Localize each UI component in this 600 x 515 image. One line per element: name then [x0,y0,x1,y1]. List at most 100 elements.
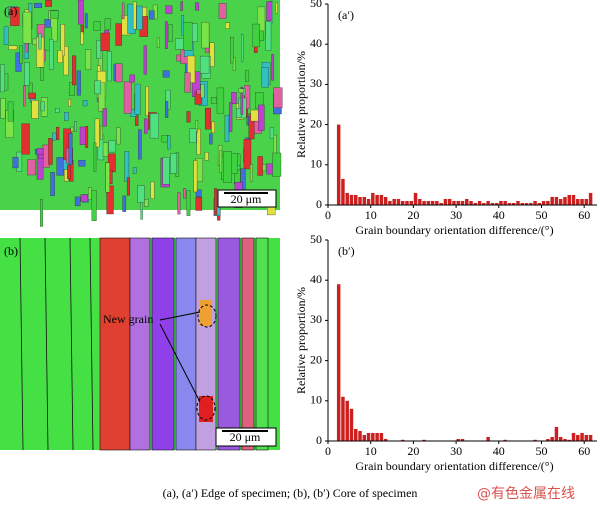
grain-boundary [89,237,94,451]
grain [102,142,109,157]
grain [23,85,26,107]
grain [150,181,155,199]
grain [99,237,131,451]
grain [223,151,232,183]
grain [225,22,230,29]
grain [164,21,168,49]
grain [200,300,212,326]
y-tick-label: 0 [316,197,322,211]
grain [211,121,215,134]
bar [336,124,341,205]
bar [430,200,435,205]
bar [371,192,375,205]
bar [558,198,563,205]
bar [563,196,567,205]
bar [345,192,349,205]
grain [187,55,196,83]
bar [379,432,384,441]
grain [27,159,36,176]
bar [405,200,409,205]
bar [349,194,354,205]
bar [584,198,589,205]
x-tick-label: 0 [325,444,331,458]
bar [460,200,465,205]
bar [375,432,379,441]
bar [396,198,401,205]
arrow [159,323,201,403]
grain [55,108,60,113]
grain [138,129,142,160]
grain [22,11,32,44]
bar [465,198,469,205]
bar [371,432,375,441]
grain [0,64,5,93]
grain [210,97,217,104]
grain [116,127,121,145]
grain [79,126,86,145]
y-tick-label: 20 [310,352,322,366]
grain [193,160,198,193]
y-tick-label: 30 [310,76,322,90]
annotation: New grain [103,312,153,326]
grain-circle [196,395,216,421]
grain [151,237,175,451]
grain [28,92,36,99]
bar [558,436,563,441]
grain [240,86,244,115]
grain [145,86,149,116]
bar [418,198,422,205]
grain [100,32,110,51]
bar [486,200,490,205]
grain [199,55,210,74]
grain [228,102,233,132]
grain [91,190,97,221]
grain [7,101,14,122]
grain [68,133,73,165]
grain [122,195,127,212]
grain [209,42,215,67]
grain [134,83,141,115]
bar [345,400,349,441]
bar [546,200,550,205]
grain [168,24,173,42]
grain [183,188,187,199]
bar [362,434,367,441]
x-tick-label: 10 [365,208,377,222]
x-tick-label: 10 [365,444,377,458]
grain [201,22,210,49]
bar [520,202,525,205]
caption: (a), (a′) Edge of specimen; (b), (b′) Co… [163,486,418,500]
grain [48,138,53,165]
grain [275,2,278,14]
bar [567,194,571,205]
grain [106,185,114,215]
grain [238,88,244,94]
bar [392,198,396,205]
bar [580,198,584,205]
grain [189,128,197,144]
grain [156,37,160,48]
grain [196,89,201,95]
bar [533,200,537,205]
x-tick-label: 40 [493,444,505,458]
grain [105,162,110,193]
grain [216,87,225,114]
grain [82,100,88,107]
x-tick-label: 50 [535,208,547,222]
grain [230,37,234,64]
bar [529,202,533,205]
grain [162,156,170,185]
grain [80,194,89,202]
bar [422,439,426,441]
grain [106,51,112,82]
bar [409,200,413,205]
grain [34,2,43,8]
grain [115,23,122,46]
bar [354,428,358,441]
grain [266,1,272,21]
scale-label: 20 μm [231,192,262,206]
y-axis-label: Relative proportion/% [294,51,308,158]
grain [143,45,147,75]
bar [554,196,559,205]
grain [184,72,191,93]
